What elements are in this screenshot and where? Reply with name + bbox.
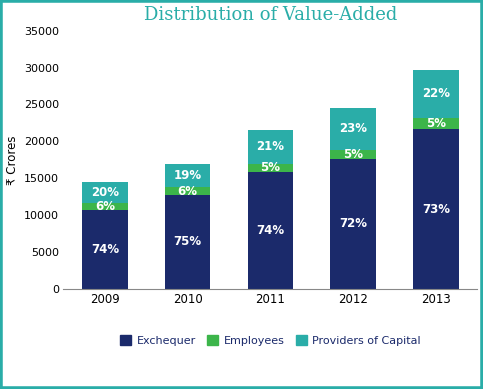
Text: 5%: 5% bbox=[426, 117, 446, 130]
Text: 72%: 72% bbox=[339, 217, 367, 230]
Title: Distribution of Value-Added: Distribution of Value-Added bbox=[144, 5, 397, 24]
Bar bbox=[165, 187, 211, 195]
Bar bbox=[413, 70, 459, 118]
Bar bbox=[413, 129, 459, 289]
Text: 73%: 73% bbox=[422, 203, 450, 216]
Text: 6%: 6% bbox=[178, 185, 198, 198]
Text: 20%: 20% bbox=[91, 186, 119, 199]
Text: 6%: 6% bbox=[95, 200, 115, 213]
Bar bbox=[82, 210, 128, 289]
Text: 19%: 19% bbox=[173, 169, 202, 182]
Text: 5%: 5% bbox=[343, 148, 363, 161]
Bar bbox=[248, 164, 293, 172]
Bar bbox=[330, 108, 376, 150]
Bar bbox=[82, 182, 128, 203]
Bar bbox=[165, 195, 211, 289]
Legend: Exchequer, Employees, Providers of Capital: Exchequer, Employees, Providers of Capit… bbox=[115, 331, 426, 350]
Y-axis label: ₹ Crores: ₹ Crores bbox=[6, 135, 18, 185]
Bar bbox=[330, 150, 376, 159]
Bar bbox=[413, 118, 459, 129]
Text: 22%: 22% bbox=[422, 88, 450, 100]
Bar bbox=[330, 159, 376, 289]
Text: 5%: 5% bbox=[260, 161, 281, 174]
Bar bbox=[165, 163, 211, 187]
Text: 21%: 21% bbox=[256, 140, 284, 154]
Text: 23%: 23% bbox=[339, 123, 367, 135]
Text: 74%: 74% bbox=[256, 224, 284, 237]
Text: 74%: 74% bbox=[91, 243, 119, 256]
Text: 75%: 75% bbox=[173, 235, 202, 249]
Bar bbox=[248, 130, 293, 164]
Bar bbox=[248, 172, 293, 289]
Bar bbox=[82, 203, 128, 210]
